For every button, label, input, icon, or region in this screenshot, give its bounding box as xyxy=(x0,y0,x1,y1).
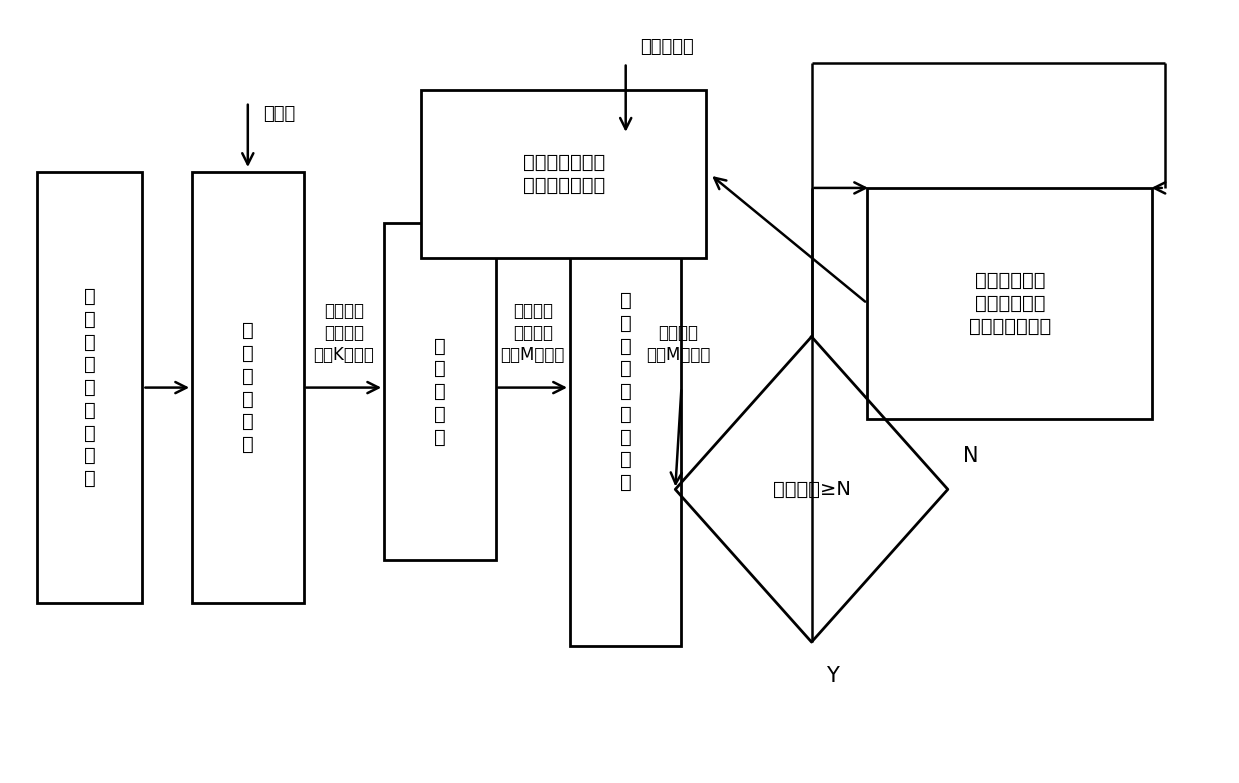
Text: 根据电流约束值
进行主动热控制: 根据电流约束值 进行主动热控制 xyxy=(523,153,605,195)
Text: N: N xyxy=(963,446,979,466)
Text: 统计超温次数
计算超温概率
得到电流约束值: 统计超温次数 计算超温概率 得到电流约束值 xyxy=(969,271,1051,336)
FancyBboxPatch shape xyxy=(384,223,496,560)
Text: 计
算
环
境
热
阻: 计 算 环 境 热 阻 xyxy=(242,321,254,454)
Text: 不同电流值: 不同电流值 xyxy=(641,38,694,56)
FancyBboxPatch shape xyxy=(37,172,142,603)
Text: 模拟环境
热阻序列
（后M时刻）: 模拟环境 热阻序列 （后M时刻） xyxy=(501,301,565,364)
Text: 模拟次数≥N: 模拟次数≥N xyxy=(773,480,850,499)
Text: 器件壳温
（后M时刻）: 器件壳温 （后M时刻） xyxy=(647,324,710,364)
FancyBboxPatch shape xyxy=(421,90,706,258)
Text: 带
入
功
率
器
件
热
模
型: 带 入 功 率 器 件 热 模 型 xyxy=(620,291,632,492)
FancyBboxPatch shape xyxy=(192,172,304,603)
Text: 历史环境
热阻序列
（前K时刻）: 历史环境 热阻序列 （前K时刻） xyxy=(313,301,374,364)
Text: 测量值: 测量值 xyxy=(263,105,295,122)
Text: 马
尔
可
夫
链: 马 尔 可 夫 链 xyxy=(434,337,446,446)
Text: 建
立
功
率
器
件
热
模
型: 建 立 功 率 器 件 热 模 型 xyxy=(84,287,95,488)
Text: Y: Y xyxy=(826,666,839,686)
FancyBboxPatch shape xyxy=(570,137,681,646)
FancyBboxPatch shape xyxy=(867,188,1152,419)
